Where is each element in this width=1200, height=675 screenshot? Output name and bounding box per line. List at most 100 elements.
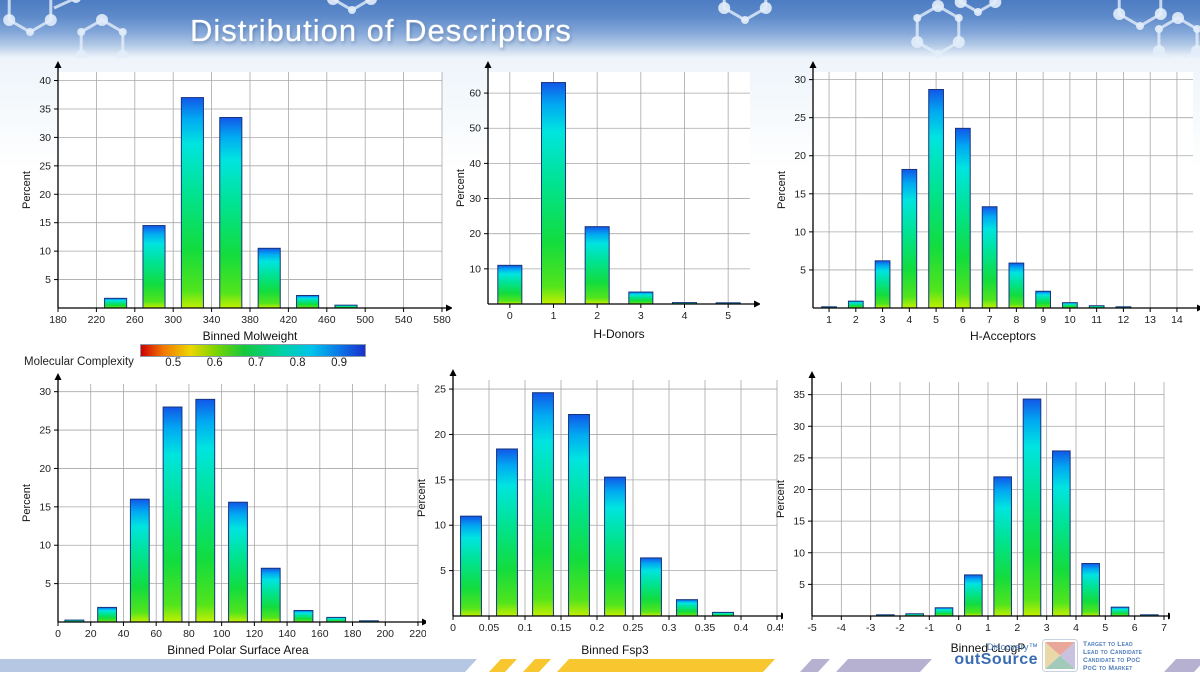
complexity-colorbar: 0.5 0.6 0.7 0.8 0.9 — [140, 344, 366, 374]
x-tick-label: 2 — [853, 314, 859, 326]
y-tick-label: 5 — [440, 565, 446, 577]
x-tick-label: 20 — [85, 628, 97, 640]
chart-binned-fsp3: 5 10 15 20 25 0 0.05 0.1 0.15 0.2 0.25 0.3 0.35 0.4 0.… — [413, 368, 783, 662]
bar — [195, 398, 216, 623]
complexity-legend-label: Molecular Complexity — [24, 356, 134, 368]
x-tick-label: 14 — [1171, 314, 1183, 326]
chart-binned-polar-surface-area: 5 10 15 20 25 30 0 20 40 60 80 100 120 140 160 180 200 22… — [18, 372, 426, 662]
plot-molweight: 5 10 15 20 25 30 35 40 180 220 260 300 340 380 420 460 5… — [21, 61, 452, 343]
bar — [257, 247, 281, 309]
hexagon-molecule-icon — [954, 0, 1002, 16]
hexagon-molecule-icon — [3, 0, 81, 36]
y-tick-label: 30 — [39, 132, 51, 144]
bar — [97, 606, 117, 623]
complexity-tick-label: 0.8 — [289, 357, 306, 369]
x-tick-label: 4 — [682, 310, 688, 322]
x-tick-label: 1 — [551, 310, 557, 322]
y-tick-label: 40 — [39, 75, 51, 87]
footer-stripe-lavender — [836, 659, 932, 672]
logo-tagline: Target to Lead Lead to Candidate Candidate… — [1083, 641, 1142, 673]
bar — [628, 291, 654, 305]
x-tick-label: 0.2 — [590, 622, 605, 634]
logo-triangle-right — [1060, 642, 1075, 669]
x-tick-label: 0 — [55, 628, 61, 640]
page-title: Distribution of Descriptors — [190, 13, 572, 48]
y-axis-arrow-icon — [54, 373, 62, 380]
x-tick-label: 300 — [164, 314, 182, 326]
x-tick-label: 40 — [118, 628, 130, 640]
bar — [496, 448, 518, 617]
plot-clogp: 5 10 15 20 25 30 35 -5 -4 -3 -2 -1 0 1 2 3 4 5 6 7 Binned cL… — [775, 371, 1170, 655]
x-tick-label: 140 — [278, 628, 296, 640]
bar — [326, 616, 347, 623]
x-tick-label: 0.35 — [695, 622, 716, 634]
bar — [1062, 302, 1078, 309]
y-tick-label: 35 — [793, 389, 805, 401]
x-tick-label: 3 — [638, 310, 644, 322]
y-axis-arrow-icon — [484, 61, 492, 68]
x-tick-label: 0.3 — [662, 622, 677, 634]
bar — [540, 82, 567, 305]
x-tick-label: 340 — [203, 314, 221, 326]
x-tick-label: 2 — [1014, 622, 1020, 634]
bar — [1052, 450, 1071, 617]
plot-area — [813, 72, 1193, 308]
x-axis-title: Binned Polar Surface Area — [167, 643, 309, 657]
y-axis-arrow-icon — [449, 369, 457, 376]
x-tick-label: 9 — [1040, 314, 1046, 326]
bar — [296, 294, 320, 309]
tagline-line: Lead to Candidate — [1083, 649, 1143, 656]
y-tick-label: 60 — [469, 88, 481, 100]
y-tick-label: 20 — [794, 150, 806, 162]
logo-triangle-bottom — [1045, 655, 1075, 669]
x-tick-label: 4 — [1073, 622, 1079, 634]
x-tick-label: 260 — [126, 314, 144, 326]
bar — [964, 574, 983, 617]
x-tick-label: -5 — [807, 622, 816, 634]
logo-triangle-left — [1045, 642, 1060, 669]
x-axis-arrow-icon — [781, 612, 783, 620]
x-tick-label: 8 — [1013, 314, 1019, 326]
x-tick-label: 160 — [311, 628, 329, 640]
chart-binned-molweight: 5 10 15 20 25 30 35 40 180 220 260 300 340 380 420 460 5… — [18, 60, 452, 348]
x-tick-label: 580 — [433, 314, 451, 326]
bar — [1110, 606, 1130, 617]
hexagon-molecule-icon — [75, 14, 129, 58]
bar — [874, 260, 891, 309]
x-axis-arrow-icon — [1197, 304, 1200, 312]
x-tick-label: 11 — [1091, 314, 1102, 326]
x-tick-label: 0.15 — [551, 622, 572, 634]
y-tick-label: 15 — [793, 516, 805, 528]
x-tick-label: 2 — [594, 310, 600, 322]
footer-stripe-blue — [0, 659, 477, 672]
y-tick-label: 10 — [39, 246, 51, 258]
x-tick-label: 0.05 — [479, 622, 500, 634]
x-tick-label: 0.4 — [734, 622, 749, 634]
x-tick-label: 0.25 — [623, 622, 644, 634]
x-tick-label: 180 — [344, 628, 362, 640]
x-tick-label: 13 — [1144, 314, 1156, 326]
x-tick-label: 540 — [395, 314, 413, 326]
x-tick-label: 5 — [933, 314, 939, 326]
y-tick-label: 25 — [39, 160, 51, 172]
x-tick-label: 7 — [987, 314, 993, 326]
outsource-logo: Discovery™ outSource Target to Lead Lead … — [942, 639, 1200, 675]
y-axis-title: Percent — [776, 171, 788, 209]
y-tick-label: 10 — [469, 263, 481, 275]
x-tick-label: -4 — [837, 622, 846, 634]
bar — [901, 168, 918, 309]
chart-binned-clogp: 5 10 15 20 25 30 35 -5 -4 -3 -2 -1 0 1 2 3 4 5 6 7 Binned cL… — [772, 368, 1170, 660]
footer-slash-lavender — [800, 659, 830, 672]
plot-psa: 5 10 15 20 25 30 0 20 40 60 80 100 120 140 160 180 200 22… — [21, 373, 426, 657]
x-tick-label: 420 — [280, 314, 298, 326]
bar — [847, 300, 864, 309]
x-tick-label: 0.1 — [518, 622, 533, 634]
bar — [1008, 262, 1025, 309]
y-tick-label: 5 — [45, 578, 51, 590]
y-tick-label: 30 — [469, 193, 481, 205]
tagline-line: PoC to Market — [1083, 665, 1133, 672]
x-tick-label: -3 — [866, 622, 875, 634]
y-tick-label: 20 — [39, 189, 51, 201]
y-tick-label: 40 — [469, 158, 481, 170]
outsource-logo-icon — [1042, 639, 1078, 672]
